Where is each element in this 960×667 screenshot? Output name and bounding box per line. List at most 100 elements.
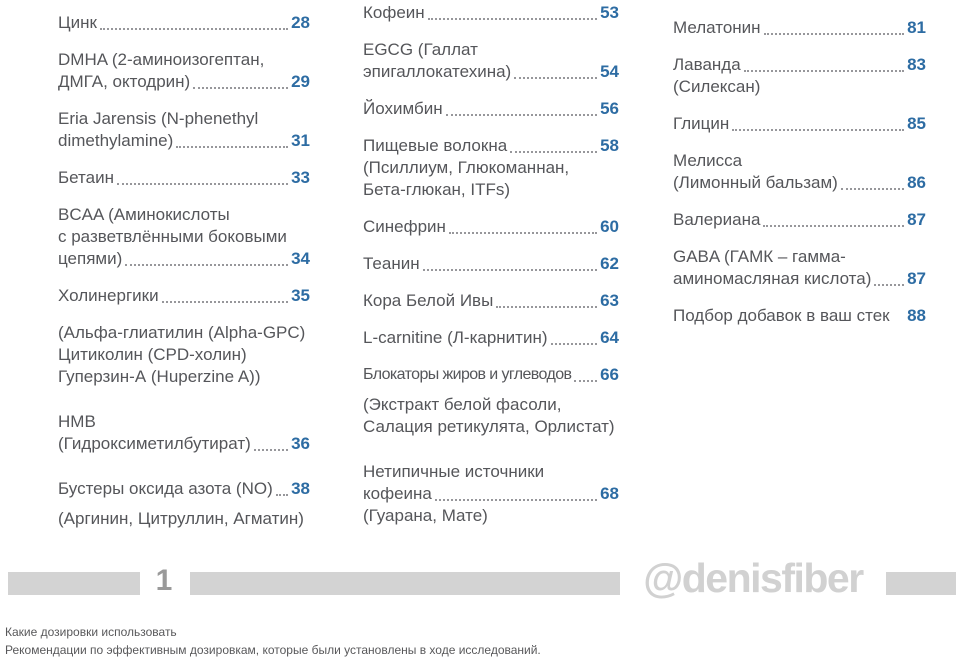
toc-entry: Бустеры оксида азота (NO) 38 (Аргинин, Цит… [58,478,310,530]
toc-line: Теанин 62 [363,253,619,275]
footer-bar-right [886,572,956,595]
toc-line: Кофеин 53 [363,2,619,24]
toc-line: Холинергики 35 [58,285,310,307]
toc-entry: Пищевые волокна 58 (Псиллиум, Глюкоманнан,… [363,135,619,201]
toc-entry-label: (Экстракт белой фасоли, [363,395,562,414]
toc-line: эпигаллокатехина) 54 [363,61,619,83]
toc-line: кофеина 68 [363,483,619,505]
toc-entry-label: с разветвлёнными боковыми [58,227,287,246]
toc-page-number: 81 [907,18,926,37]
toc-entry: Валериана 87 [673,209,926,231]
watermark-handle: @denisfiber [643,555,864,601]
toc-line: Бета-глюкан, ITFs) [363,179,619,201]
toc-page-number: 62 [600,254,619,273]
toc-entry-label: BCAA (Аминокислоты [58,205,230,224]
toc-line: Пищевые волокна 58 [363,135,619,157]
caption-line-2: Рекомендации по эффективным дозировкам, … [5,643,541,657]
dot-leader [253,433,289,451]
toc-entry-label: цепями) [58,249,123,268]
toc-page-number: 83 [907,55,926,74]
dot-leader [434,483,598,501]
toc-entry-label: EGCG (Галлат [363,40,478,59]
toc-entry-label: эпигаллокатехина) [363,62,512,81]
dot-leader [874,268,905,286]
dot-leader [161,285,289,303]
dot-leader [763,17,905,35]
toc-line: цепями) 34 [58,248,310,270]
toc-entry-label: (Псиллиум, Глюкоманнан, [363,158,570,177]
toc-line: (Псиллиум, Глюкоманнан, [363,157,619,179]
toc-page-number: 85 [907,114,926,133]
toc-line: GABA (ГАМК – гамма- [673,246,926,268]
dot-leader [496,290,598,308]
toc-entry-label: Кофеин [363,3,425,22]
toc-entry: Теанин 62 [363,253,619,275]
toc-entry: Подбор добавок в ваш стек 88 [673,305,926,327]
toc-line: Лаванда 83 [673,54,926,76]
toc-entry-label: Цинк [58,13,97,32]
toc-entry-label: Eria Jarensis (N-phenethyl [58,109,259,128]
toc-entry-label: (Гидроксиметилбутират) [58,434,251,453]
toc-entry: Мелисса (Лимонный бальзам) 86 [673,150,926,194]
toc-entry: Кофеин 53 [363,2,619,24]
dot-leader [574,364,598,382]
toc-entry-label: Бетаин [58,168,114,187]
toc-column-1: Цинк 28 DMHA (2-аминоизогептан, ДМГА, октод… [58,12,310,545]
toc-page-number: 54 [600,62,619,81]
toc-entry-label: dimethylamine) [58,131,174,150]
toc-entry-label: Цитиколин (CPD-холин) [58,345,247,364]
toc-entry-label: Гуперзин-А (Huperzine A)) [58,367,261,386]
toc-line: Кора Белой Ивы 63 [363,290,619,312]
toc-entry-label: GABA (ГАМК – гамма- [673,247,846,266]
toc-page-number: 68 [600,484,619,503]
toc-line: (Гуарана, Мате) [363,505,619,527]
toc-entry-label: DMHA (2-аминоизогептан, [58,50,265,69]
dot-leader [732,113,905,131]
toc-page-number: 36 [291,434,310,453]
toc-entry-label: Йохимбин [363,99,443,118]
toc-entry: Eria Jarensis (N-phenethyl dimethylamine)… [58,108,310,152]
toc-entry-label: аминомасляная кислота) [673,269,872,288]
toc-line: с разветвлёнными боковыми [58,226,310,248]
toc-entry: Цинк 28 [58,12,310,34]
toc-line: Блокаторы жиров и углеводов 66 [363,364,619,386]
toc-line: ДМГА, октодрин) 29 [58,71,310,93]
toc-line: Йохимбин 56 [363,98,619,120]
toc-line: Мелисса [673,150,926,172]
toc-entry-label: Бустеры оксида азота (NO) [58,479,273,498]
footer-bar-left [8,572,140,595]
toc-line: (Гидроксиметилбутират) 36 [58,433,310,455]
dot-leader [99,12,289,30]
toc-page-number: 60 [600,217,619,236]
toc-page-number: 35 [291,286,310,305]
toc-page-number: 64 [600,328,619,347]
toc-entry-label: HMB [58,412,96,431]
dot-leader [275,478,289,496]
toc-entry-label: Холинергики [58,286,159,305]
toc-entry: EGCG (Галлат эпигаллокатехина) 54 [363,39,619,83]
toc-entry: Нетипичные источники кофеина 68 (Гуарана, М… [363,461,619,527]
toc-entry: Бетаин 33 [58,167,310,189]
dot-leader [422,253,598,271]
page-number: 1 [155,564,173,597]
toc-entry: Глицин 85 [673,113,926,135]
toc-entry: Блокаторы жиров и углеводов 66 (Экстракт б… [363,364,619,438]
toc-entry: BCAA (Аминокислоты с разветвлёнными боков… [58,204,310,270]
toc-entry: Йохимбин 56 [363,98,619,120]
dot-leader [514,61,598,79]
toc-entry: GABA (ГАМК – гамма-аминомасляная кислота… [673,246,926,290]
dot-leader [427,2,598,20]
toc-page-number: 87 [907,210,926,229]
bottom-caption: Какие дозировки использовать Рекомендаци… [5,623,541,659]
toc-line: DMHA (2-аминоизогептан, [58,49,310,71]
toc-line: (Силексан) [673,76,926,98]
footer-bar-middle [190,572,620,595]
toc-page-number: 53 [600,3,619,22]
toc-line: Валериана 87 [673,209,926,231]
toc-line: (Альфа-глиатилин (Alpha-GPC) [58,322,310,344]
toc-entry-label: Пищевые волокна [363,136,508,155]
toc-entry: Холинергики 35 [58,285,310,307]
dot-leader [176,130,289,148]
toc-column-2: Кофеин 53 EGCG (Галлат эпигаллокатехина) 54 Й… [363,2,619,545]
